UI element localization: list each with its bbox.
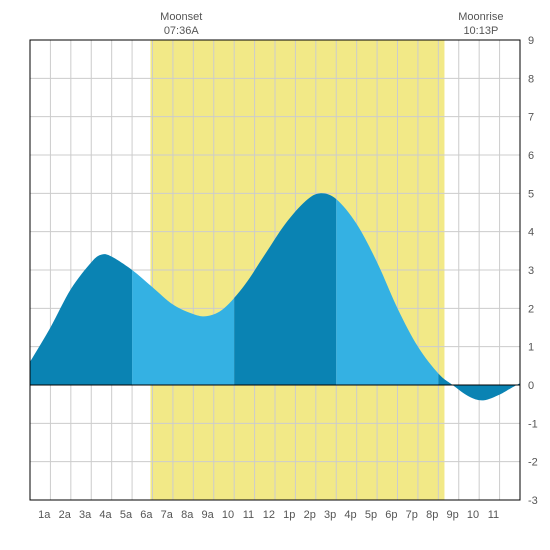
svg-text:3: 3: [528, 265, 534, 277]
svg-text:5p: 5p: [365, 509, 377, 521]
svg-text:5: 5: [528, 188, 534, 200]
svg-text:7p: 7p: [406, 509, 418, 521]
svg-text:3a: 3a: [79, 509, 92, 521]
svg-text:6p: 6p: [385, 509, 397, 521]
moonset-annotation: Moonset 07:36A: [160, 10, 202, 39]
svg-text:8a: 8a: [181, 509, 194, 521]
svg-text:8p: 8p: [426, 509, 438, 521]
svg-text:6: 6: [528, 150, 534, 162]
moonrise-value: 10:13P: [458, 24, 503, 38]
moonset-title: Moonset: [160, 10, 202, 24]
svg-text:2p: 2p: [304, 509, 316, 521]
svg-text:5a: 5a: [120, 509, 133, 521]
svg-text:6a: 6a: [140, 509, 153, 521]
svg-text:3p: 3p: [324, 509, 336, 521]
svg-text:1p: 1p: [283, 509, 295, 521]
svg-text:10: 10: [467, 509, 479, 521]
svg-text:4: 4: [528, 227, 534, 239]
svg-text:-3: -3: [528, 495, 538, 507]
svg-text:2: 2: [528, 303, 534, 315]
tide-chart: -3-2-101234567891a2a3a4a5a6a7a8a9a101112…: [10, 10, 540, 540]
svg-text:11: 11: [488, 509, 499, 521]
svg-text:0: 0: [528, 380, 534, 392]
svg-text:9a: 9a: [202, 509, 215, 521]
svg-text:4a: 4a: [99, 509, 112, 521]
svg-text:7: 7: [528, 112, 534, 124]
svg-text:-1: -1: [528, 418, 538, 430]
svg-text:9p: 9p: [447, 509, 459, 521]
svg-text:11: 11: [243, 509, 254, 521]
svg-text:7a: 7a: [161, 509, 174, 521]
svg-text:1a: 1a: [38, 509, 51, 521]
moonset-value: 07:36A: [160, 24, 202, 38]
moonrise-annotation: Moonrise 10:13P: [458, 10, 503, 39]
svg-text:8: 8: [528, 73, 534, 85]
moonrise-title: Moonrise: [458, 10, 503, 24]
svg-text:12: 12: [263, 509, 275, 521]
svg-text:1: 1: [528, 342, 534, 354]
svg-text:-2: -2: [528, 457, 538, 469]
svg-text:4p: 4p: [344, 509, 356, 521]
svg-text:9: 9: [528, 35, 534, 47]
chart-svg: -3-2-101234567891a2a3a4a5a6a7a8a9a101112…: [10, 10, 540, 540]
svg-text:2a: 2a: [59, 509, 72, 521]
svg-text:10: 10: [222, 509, 234, 521]
